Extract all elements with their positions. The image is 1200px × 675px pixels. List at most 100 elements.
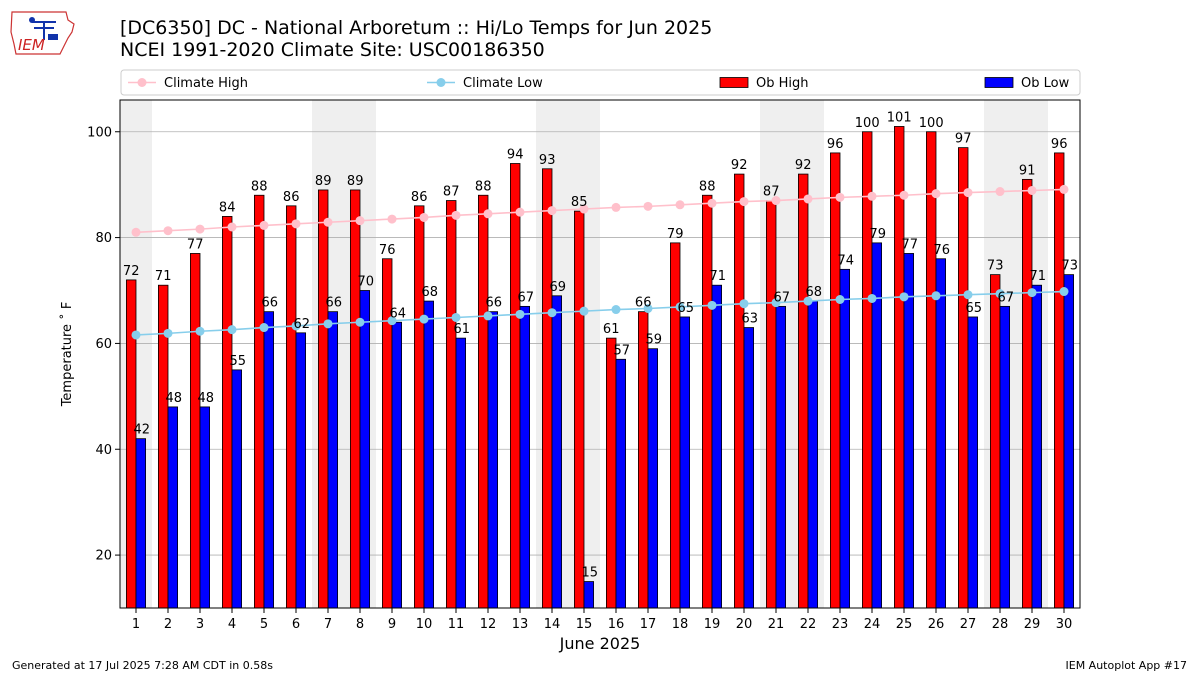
bar-ob-low (679, 316, 691, 609)
bar-ob-high (702, 194, 713, 609)
bar-ob-high (958, 147, 969, 609)
climate-high-point (323, 217, 333, 227)
label-ob-high: 93 (539, 153, 556, 168)
bar-ob-low (519, 305, 531, 609)
climate-low-point (1059, 287, 1069, 297)
bar-ob-high (221, 216, 233, 609)
bar-ob-high (189, 253, 201, 609)
climate-high-point (995, 187, 1005, 197)
climate-low-point (163, 328, 173, 338)
label-ob-high: 89 (315, 174, 332, 189)
bar-ob-low (775, 305, 787, 609)
climate-high-point (803, 194, 813, 204)
bar-ob-high (285, 205, 297, 609)
bar-ob-high (798, 173, 809, 609)
climate-low-point (291, 321, 301, 331)
x-tick-label: 8 (356, 617, 364, 632)
label-ob-high: 79 (667, 227, 684, 242)
legend-climate-low-marker (436, 78, 446, 87)
climate-high-line (135, 188, 1065, 234)
bar-ob-low (583, 581, 595, 609)
bar-ob-high (1054, 152, 1065, 609)
x-tick-label: 10 (416, 617, 433, 632)
label-ob-low: 62 (294, 317, 311, 332)
x-tick-label: 29 (1024, 617, 1041, 632)
bar-ob-low (167, 406, 179, 609)
label-ob-high: 97 (955, 132, 972, 147)
y-axis-title: Temperature ˚ F (59, 302, 75, 408)
climate-low-point (131, 330, 141, 340)
bar-ob-high (126, 279, 137, 609)
climate-low-point (611, 305, 621, 315)
climate-high-point (835, 192, 845, 202)
legend-ob-low-swatch (984, 77, 1014, 88)
climate-high-point (963, 188, 973, 198)
bar-ob-low (455, 337, 467, 609)
bar-ob-high (862, 131, 873, 609)
climate-low-line (135, 290, 1065, 336)
bar-ob-high (253, 194, 265, 609)
label-ob-high: 73 (987, 259, 1004, 274)
label-ob-high: 77 (187, 237, 204, 252)
bar-ob-low (327, 311, 339, 609)
x-tick-label: 2 (164, 617, 172, 632)
climate-high-point (611, 202, 621, 212)
bar-ob-high (766, 200, 777, 609)
label-ob-high: 92 (795, 158, 812, 173)
label-ob-high: 89 (347, 174, 364, 189)
label-ob-low: 65 (966, 301, 983, 316)
plot-frame (119, 99, 1081, 609)
x-tick-label: 17 (640, 617, 657, 632)
bar-ob-low (807, 300, 819, 609)
x-tick-label: 6 (292, 617, 300, 632)
label-ob-high: 87 (763, 185, 780, 200)
legend-climate-high-marker (137, 78, 147, 87)
legend-box (120, 69, 1081, 96)
climate-low-point (899, 292, 909, 302)
label-ob-low: 66 (486, 296, 503, 311)
bar-ob-high (1022, 178, 1033, 609)
climate-high-point (675, 200, 685, 210)
x-tick-label: 14 (544, 617, 561, 632)
x-tick-label: 1 (132, 617, 140, 632)
x-tick-label: 27 (960, 617, 977, 632)
legend-climate-high-label: Climate High (164, 76, 248, 91)
climate-high-point (739, 197, 749, 207)
climate-low-point (579, 306, 589, 316)
climate-high-point (163, 226, 173, 236)
climate-high-point (1027, 185, 1037, 195)
climate-low-point (1027, 288, 1037, 298)
bar-ob-high (413, 205, 425, 609)
bar-ob-high (990, 274, 1001, 609)
climate-high-point (131, 227, 141, 237)
x-tick-label: 13 (512, 617, 529, 632)
bar-ob-high (349, 189, 361, 609)
climate-low-point (547, 308, 557, 318)
label-ob-low: 77 (902, 237, 919, 252)
bar-ob-low (967, 316, 979, 609)
bar-ob-low (231, 369, 243, 609)
label-ob-high: 94 (507, 148, 524, 163)
logo-text: IEM (18, 36, 45, 54)
bar-ob-low (999, 305, 1011, 609)
bar-ob-high (574, 210, 585, 609)
climate-low-point (195, 326, 205, 336)
bar-ob-high (638, 311, 649, 609)
chart-title: [DC6350] DC - National Arboretum :: Hi/L… (120, 17, 712, 61)
x-tick-label: 5 (260, 617, 268, 632)
y-tick-label: 80 (95, 231, 112, 246)
label-ob-high: 100 (919, 116, 944, 131)
climate-low-point (963, 290, 973, 300)
x-tick-label: 22 (800, 617, 817, 632)
bar-ob-low (295, 332, 307, 609)
x-tick-label: 11 (448, 617, 465, 632)
climate-high-point (643, 201, 653, 211)
x-tick-label: 20 (736, 617, 753, 632)
label-ob-low: 67 (774, 290, 791, 305)
label-ob-high: 71 (155, 269, 172, 284)
bar-ob-high (317, 189, 329, 609)
label-ob-low: 74 (838, 253, 855, 268)
label-ob-high: 76 (379, 243, 396, 258)
climate-low-point (259, 323, 269, 333)
